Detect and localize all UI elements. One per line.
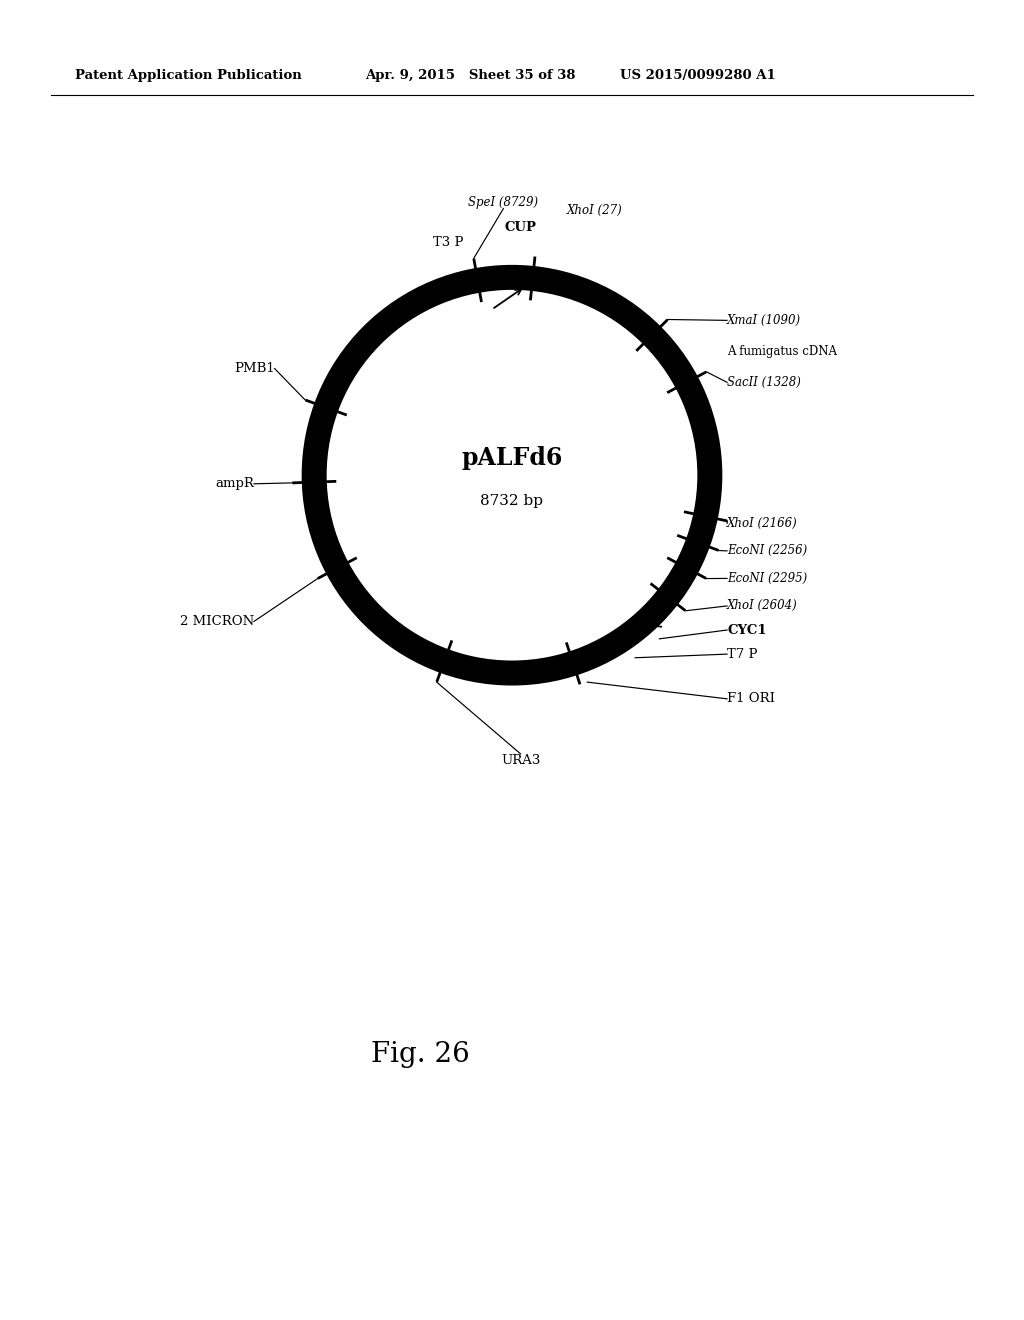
- Text: EcoNI (2295): EcoNI (2295): [727, 572, 807, 585]
- Text: XhoI (2604): XhoI (2604): [727, 599, 798, 612]
- Polygon shape: [447, 656, 468, 672]
- Text: T7 P: T7 P: [727, 648, 758, 660]
- Polygon shape: [308, 438, 325, 458]
- Text: Fig. 26: Fig. 26: [371, 1041, 469, 1068]
- Text: CUP: CUP: [505, 222, 537, 235]
- Text: pALFd6: pALFd6: [462, 446, 562, 470]
- Text: SacII (1328): SacII (1328): [727, 376, 801, 389]
- Text: Patent Application Publication: Patent Application Publication: [75, 69, 302, 82]
- Text: URA3: URA3: [501, 754, 541, 767]
- Text: XhoI (2166): XhoI (2166): [727, 517, 798, 529]
- Text: F1 ORI: F1 ORI: [727, 693, 775, 705]
- Polygon shape: [568, 657, 589, 673]
- Polygon shape: [342, 582, 360, 602]
- Text: ampR: ampR: [215, 478, 254, 490]
- Text: SpeI (8729): SpeI (8729): [468, 195, 539, 209]
- Text: Apr. 9, 2015   Sheet 35 of 38: Apr. 9, 2015 Sheet 35 of 38: [365, 69, 575, 82]
- Polygon shape: [344, 350, 361, 371]
- Text: XhoI (27): XhoI (27): [567, 205, 623, 218]
- Text: CYC1: CYC1: [727, 623, 767, 636]
- Polygon shape: [519, 665, 540, 682]
- Text: 8732 bp: 8732 bp: [480, 494, 544, 508]
- Text: EcoNI (2256): EcoNI (2256): [727, 544, 807, 557]
- Text: US 2015/0099280 A1: US 2015/0099280 A1: [620, 69, 776, 82]
- Text: PMB1: PMB1: [233, 362, 274, 375]
- Text: XmaI (1090): XmaI (1090): [727, 314, 801, 327]
- Text: A fumigatus cDNA: A fumigatus cDNA: [727, 345, 837, 358]
- Text: 2 MICRON: 2 MICRON: [179, 615, 254, 628]
- Text: T3 P: T3 P: [433, 236, 464, 249]
